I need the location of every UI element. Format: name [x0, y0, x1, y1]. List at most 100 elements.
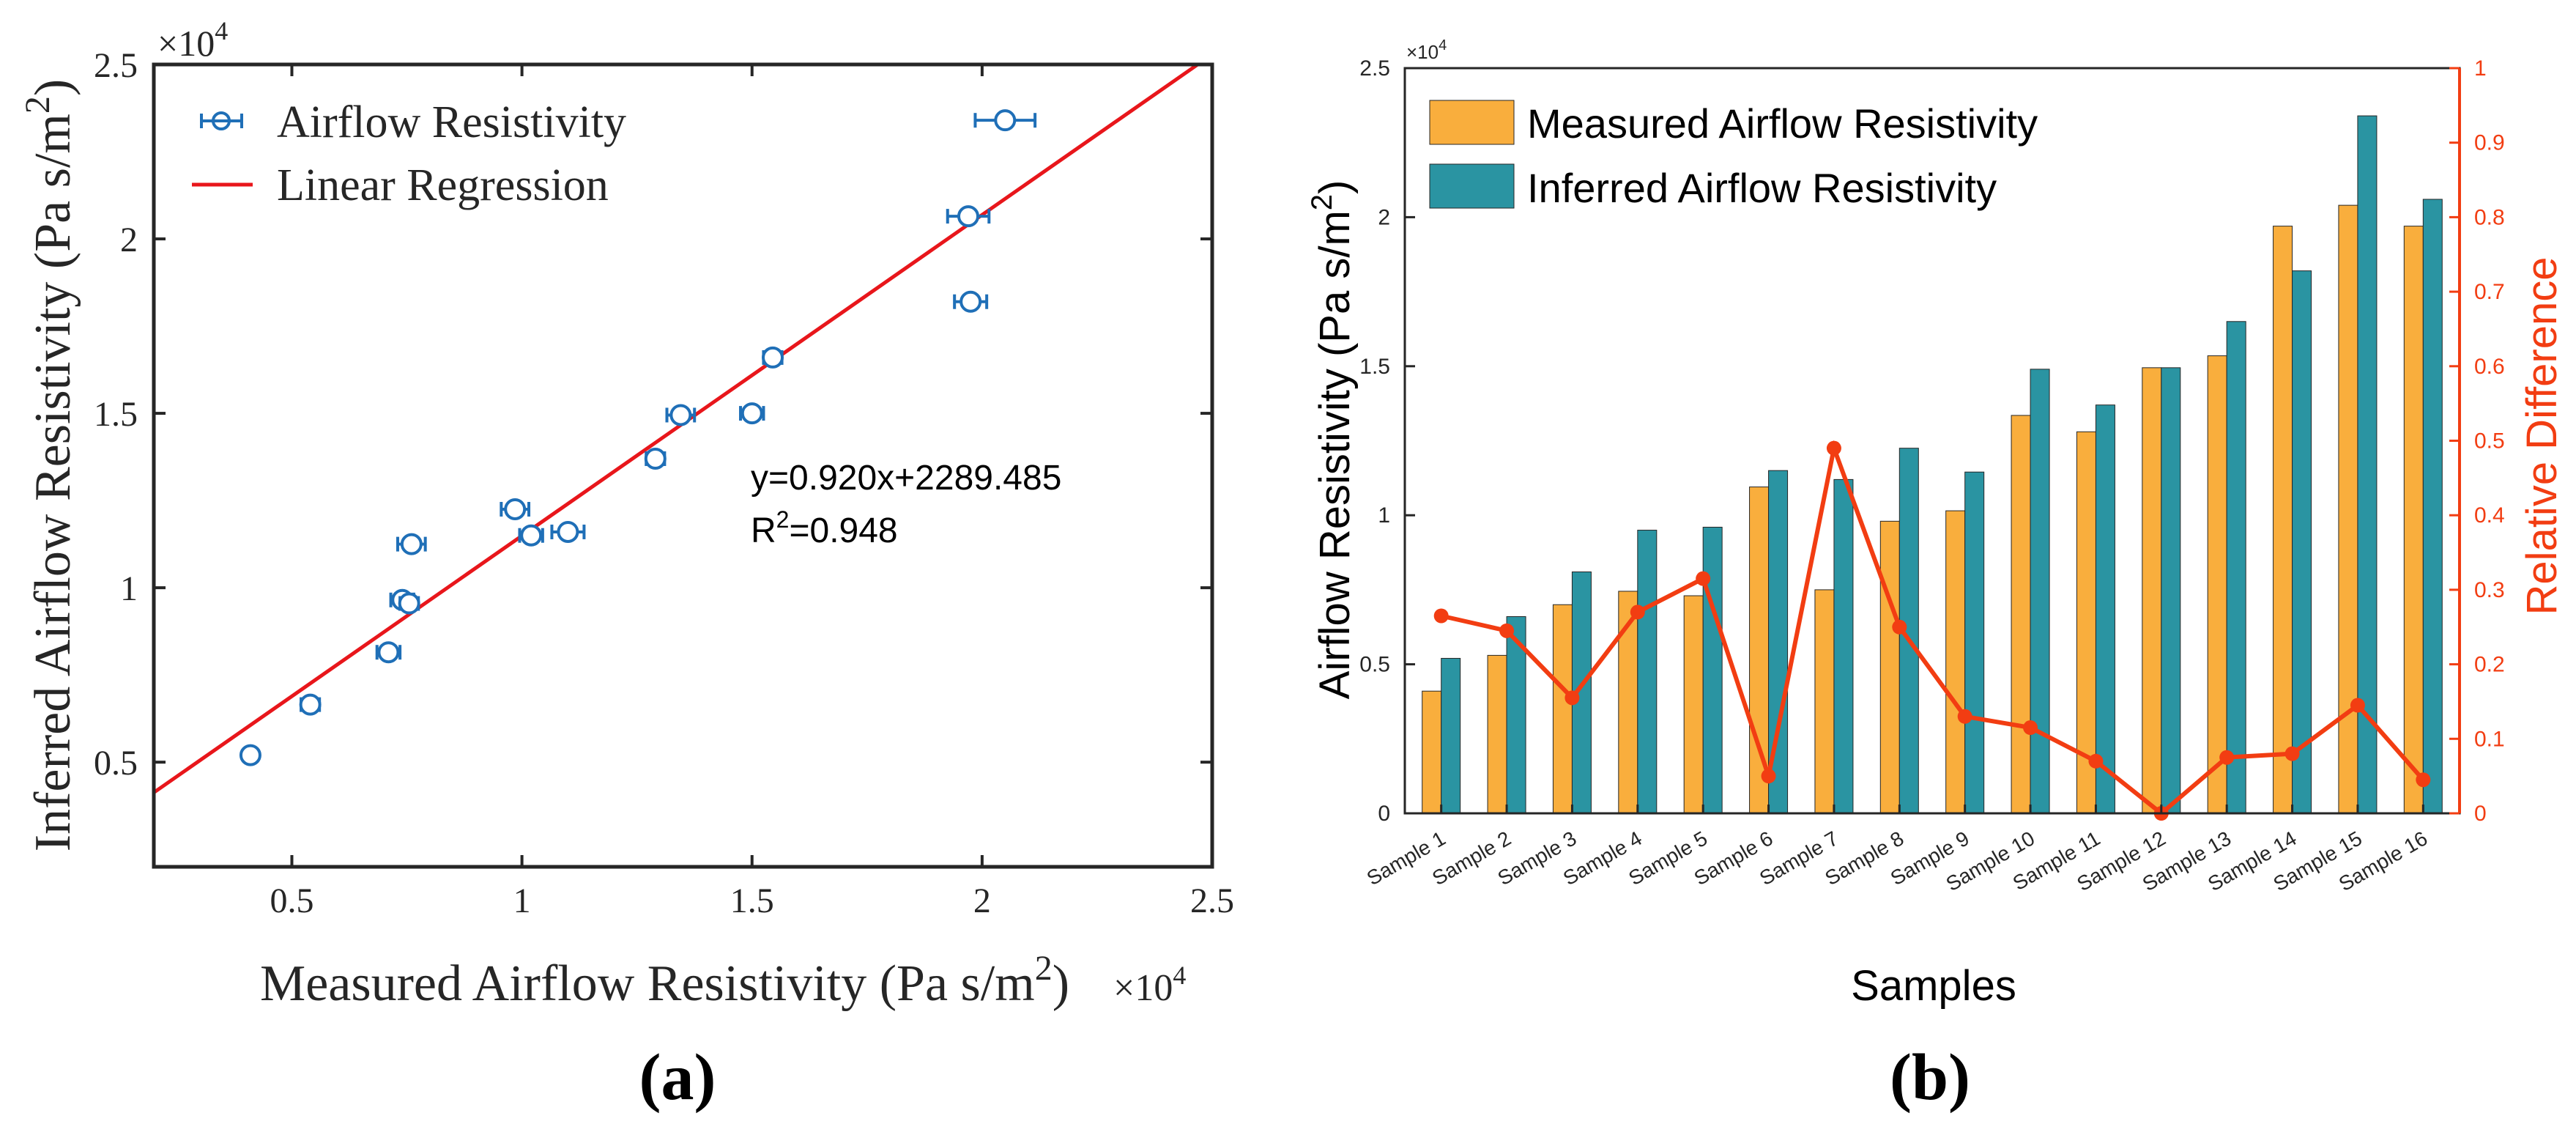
panel-b-y2-tick-label: 0.5: [2474, 429, 2505, 454]
panel-a-y-tick-label: 1: [120, 569, 138, 608]
panel-a-y-axis-label: Inferred Airflow Resistivity (Pa s/m2): [18, 79, 81, 851]
panel-a-scatter: 0.5 1 1.5 2 2.5 0.5 1 1.5 2 2.5 ×104 ×104 Measur…: [18, 16, 1234, 1114]
panel-a-y-ticks: 0.5 1 1.5 2 2.5: [94, 46, 1212, 783]
panel-b-legend: Measured Airflow Resistivity Inferred Ai…: [1429, 100, 2038, 211]
r-squared: R2=0.948: [751, 506, 898, 550]
panel-a-x-tick-label: 2: [973, 881, 991, 920]
relative-difference-point-10: [2023, 720, 2038, 736]
panel-a-legend-label-regression: Linear Regression: [277, 160, 609, 210]
panel-b-y-tick-label: 2: [1378, 205, 1390, 229]
bar-measured-sample-8: [1879, 520, 1900, 814]
panel-a-marks: [152, 62, 1199, 794]
panel-b-y-tick-label: 2.5: [1359, 56, 1390, 81]
panel-a-y-tick-label: 2: [120, 221, 138, 259]
panel-b-left-ticks: 0 0.5 1 1.5 2 2.5: [1359, 56, 1415, 826]
bar-measured-sample-9: [1945, 510, 1966, 814]
legend-measured-swatch: [1429, 100, 1515, 145]
scatter-point-15: [957, 205, 980, 228]
scatter-point-12: [740, 402, 763, 425]
scatter-point-9: [557, 520, 579, 543]
relative-difference-point-1: [1433, 608, 1449, 624]
relative-difference-point-5: [1696, 571, 1711, 586]
legend-circle-marker-icon: [212, 111, 231, 130]
bar-measured-sample-2: [1487, 654, 1507, 814]
bar-measured-sample-16: [2403, 226, 2424, 814]
regression-equation: y=0.920x+2289.485: [751, 459, 1061, 498]
scatter-point-7: [504, 498, 527, 521]
scatter-point-8: [520, 524, 543, 547]
relative-difference-polyline: [1441, 440, 2425, 816]
regression-line: [152, 62, 1199, 794]
panel-b-y2-tick-label: 1: [2474, 56, 2487, 81]
relative-difference-point-7: [1826, 440, 1841, 456]
panel-a-y-tick-label: 2.5: [94, 46, 138, 85]
relative-difference-point-9: [1957, 709, 1972, 724]
panel-b-bars: [1422, 115, 2443, 814]
bar-measured-sample-14: [2273, 226, 2293, 814]
panel-a-y-tick-label: 1.5: [94, 395, 138, 434]
relative-difference-point-14: [2284, 746, 2300, 761]
relative-difference-point-13: [2219, 750, 2235, 765]
panel-a-x-tick-label: 1.5: [730, 881, 774, 920]
panel-a-x-tick-label: 1: [513, 881, 531, 920]
scatter-point-1: [239, 744, 261, 766]
relative-difference-point-6: [1761, 769, 1776, 784]
scatter-point-11: [669, 404, 692, 426]
bar-measured-sample-7: [1814, 589, 1835, 814]
panel-b-y-tick-label: 0.5: [1359, 653, 1390, 677]
bar-measured-sample-1: [1422, 690, 1442, 814]
bar-inferred-sample-12: [2161, 367, 2181, 814]
panel-b-label: (b): [1890, 1041, 1970, 1114]
legend-inferred-swatch: [1429, 163, 1515, 209]
panel-a-x-exponent: ×104: [1113, 961, 1186, 1009]
panel-b-y2-tick-label: 0.8: [2474, 205, 2505, 229]
relative-difference-point-16: [2416, 772, 2431, 788]
panel-a-x-tick-label: 2.5: [1190, 881, 1234, 920]
panel-b-y2-tick-label: 0.7: [2474, 280, 2505, 304]
bar-measured-sample-15: [2338, 204, 2358, 814]
relative-difference-point-8: [1892, 619, 1907, 635]
bar-inferred-sample-15: [2357, 115, 2378, 814]
panel-a-y-exponent: ×104: [157, 16, 228, 64]
panel-b-y2-tick-label: 0.9: [2474, 131, 2505, 155]
bar-inferred-sample-7: [1833, 478, 1854, 814]
panel-a-y-tick-label: 0.5: [94, 744, 138, 783]
panel-b-relative-difference-line: [1433, 440, 2431, 821]
bar-measured-sample-3: [1552, 604, 1573, 814]
bar-measured-sample-12: [2142, 367, 2162, 814]
panel-b-y2-tick-label: 0.2: [2474, 653, 2505, 677]
panel-a-legend: Airflow Resistivity Linear Regression: [192, 97, 626, 210]
bar-inferred-sample-11: [2095, 404, 2115, 814]
panel-b-y-tick-label: 1: [1378, 503, 1390, 528]
relative-difference-point-2: [1499, 623, 1515, 638]
panel-b-y-tick-label: 1.5: [1359, 355, 1390, 379]
panel-a-legend-label-airflow: Airflow Resistivity: [277, 97, 626, 147]
bar-inferred-sample-9: [1964, 471, 1985, 814]
relative-difference-point-11: [2088, 753, 2104, 769]
panel-a-x-axis-label: Measured Airflow Resistivity (Pa s/m2): [260, 949, 1069, 1012]
panel-b-y2-tick-label: 0.4: [2474, 503, 2505, 528]
panel-a-x-tick-label: 0.5: [270, 881, 313, 920]
bar-inferred-sample-1: [1441, 657, 1461, 814]
panel-b-y-tick-label: 0: [1378, 802, 1390, 826]
panel-b-right-ticks: 0 0.1 0.2 0.3 0.4 0.5 0.6 0.7 0.8 0.9 1: [2449, 56, 2505, 826]
bar-inferred-sample-5: [1702, 526, 1723, 814]
scatter-point-2: [299, 693, 322, 716]
panel-b-y2-tick-label: 0.1: [2474, 727, 2505, 751]
scatter-point-14: [959, 290, 982, 313]
bar-inferred-sample-16: [2422, 199, 2443, 814]
panel-a-label: (a): [639, 1041, 716, 1114]
panel-b-y2-tick-label: 0: [2474, 802, 2487, 826]
panel-b-y2-tick-label: 0.3: [2474, 578, 2505, 602]
panel-b-y2-tick-label: 0.6: [2474, 355, 2505, 379]
scatter-point-6: [400, 533, 423, 555]
bar-measured-sample-5: [1683, 595, 1704, 814]
bar-measured-sample-11: [2076, 431, 2096, 814]
relative-difference-point-3: [1564, 690, 1580, 706]
panel-b-y-exponent: ×104: [1406, 37, 1447, 63]
bar-inferred-sample-13: [2226, 321, 2246, 814]
panel-b-legend-label-inferred: Inferred Airflow Resistivity: [1527, 165, 1997, 211]
bar-inferred-sample-14: [2292, 270, 2312, 814]
bar-inferred-sample-4: [1637, 530, 1658, 814]
scatter-point-3: [377, 641, 400, 664]
